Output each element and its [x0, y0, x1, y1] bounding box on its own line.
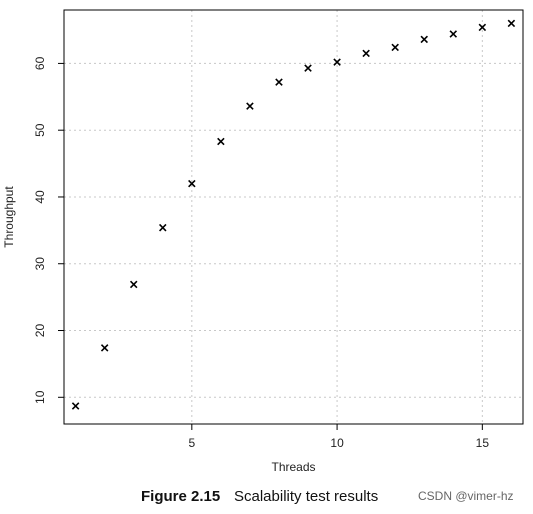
data-point	[420, 35, 428, 44]
figure-number: Figure 2.15	[141, 488, 221, 505]
data-point	[275, 78, 283, 86]
x-tick-label: 5	[188, 436, 195, 450]
axes: 5 10 15 10 20 30 40 50 60	[33, 56, 489, 450]
data-point	[188, 179, 196, 188]
data-point	[362, 49, 370, 58]
y-tick-label: 40	[33, 190, 47, 204]
data-point	[333, 58, 341, 66]
plot-frame	[63, 9, 524, 425]
figure-caption-text: Scalability test results	[234, 488, 379, 505]
data-point	[449, 30, 458, 38]
grid-lines	[64, 10, 523, 424]
data-point	[391, 43, 399, 52]
figure-caption: Figure 2.15 Scalability test results	[0, 486, 533, 508]
data-point	[246, 102, 254, 110]
y-tick-label: 30	[33, 257, 47, 271]
data-point	[100, 344, 109, 352]
data-points	[71, 19, 516, 410]
x-tick-label: 15	[476, 436, 490, 450]
x-axis-title: Threads	[271, 460, 315, 474]
watermark: CSDN @vimer-hz	[418, 489, 514, 503]
data-point	[217, 137, 225, 146]
data-point	[71, 402, 80, 410]
data-point	[507, 19, 516, 28]
scatter-chart: 5 10 15 10 20 30 40 50 60 Threads Throughput	[2, 9, 524, 474]
y-tick-label: 60	[33, 56, 47, 70]
y-tick-label: 10	[33, 390, 47, 404]
y-tick-label: 50	[33, 123, 47, 137]
x-tick-label: 10	[330, 436, 344, 450]
data-point	[159, 223, 167, 232]
data-point	[304, 64, 312, 72]
y-tick-label: 20	[33, 324, 47, 338]
data-point	[129, 280, 138, 289]
data-point	[478, 23, 487, 32]
y-axis-title: Throughput	[2, 186, 16, 248]
